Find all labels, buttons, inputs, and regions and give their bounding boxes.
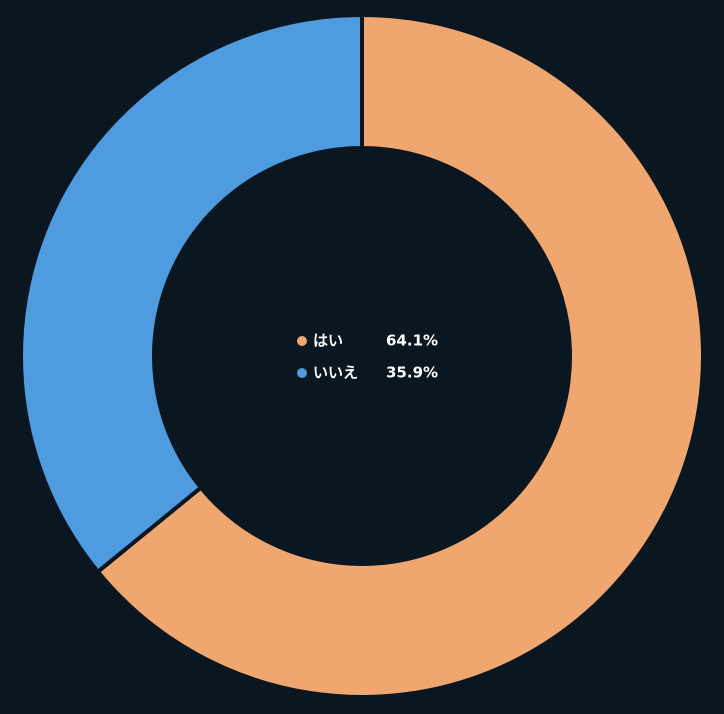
- donut-slice: [19, 12, 364, 575]
- donut-slice: [95, 12, 705, 699]
- legend-label: いいえ: [313, 364, 358, 382]
- legend-value: 64.1%: [386, 332, 438, 350]
- legend-marker: [297, 368, 307, 378]
- legend-label: はい: [313, 332, 343, 350]
- legend-marker: [297, 336, 307, 346]
- legend-value: 35.9%: [386, 364, 438, 382]
